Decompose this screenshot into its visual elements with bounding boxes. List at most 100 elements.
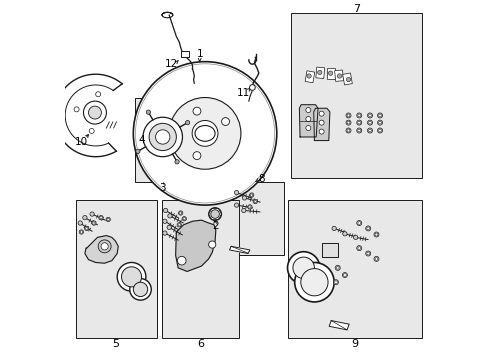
Circle shape (85, 227, 88, 230)
Bar (305, 71, 314, 83)
Circle shape (92, 221, 96, 225)
Circle shape (179, 212, 182, 214)
Circle shape (357, 114, 360, 117)
Circle shape (328, 71, 332, 75)
Polygon shape (229, 246, 249, 253)
Circle shape (242, 196, 246, 200)
Circle shape (221, 118, 229, 126)
Circle shape (378, 114, 381, 117)
Ellipse shape (195, 126, 215, 141)
Circle shape (319, 129, 324, 134)
Bar (181, 51, 188, 57)
Circle shape (356, 246, 361, 251)
Circle shape (357, 121, 360, 124)
Circle shape (177, 256, 185, 265)
Polygon shape (328, 320, 348, 330)
Polygon shape (175, 220, 215, 271)
Circle shape (254, 200, 256, 203)
Circle shape (334, 281, 337, 284)
Circle shape (84, 226, 89, 230)
Circle shape (305, 108, 310, 113)
Circle shape (342, 231, 346, 236)
Circle shape (93, 222, 95, 224)
Circle shape (249, 85, 255, 90)
Polygon shape (85, 235, 118, 263)
Circle shape (373, 256, 378, 261)
Circle shape (90, 212, 94, 216)
Bar (135, 98, 190, 182)
Bar (290, 13, 421, 178)
Circle shape (185, 121, 189, 125)
Circle shape (163, 219, 167, 224)
Circle shape (146, 110, 150, 114)
Bar (342, 73, 351, 85)
Circle shape (89, 129, 94, 134)
Circle shape (82, 216, 87, 220)
Polygon shape (321, 243, 337, 257)
Circle shape (342, 273, 346, 278)
Circle shape (106, 217, 110, 222)
Circle shape (368, 121, 370, 124)
Circle shape (169, 98, 241, 169)
Circle shape (346, 121, 349, 124)
Circle shape (101, 243, 108, 250)
Circle shape (208, 208, 221, 221)
Circle shape (133, 62, 276, 205)
Circle shape (208, 241, 215, 248)
Circle shape (346, 128, 350, 133)
Circle shape (74, 107, 79, 112)
Circle shape (83, 101, 106, 124)
Circle shape (357, 222, 360, 224)
Circle shape (193, 107, 201, 115)
Circle shape (163, 208, 167, 213)
Circle shape (377, 113, 382, 118)
Circle shape (155, 130, 169, 144)
Bar (287, 200, 421, 338)
Circle shape (182, 217, 186, 221)
Circle shape (317, 70, 321, 75)
Circle shape (336, 266, 338, 269)
Circle shape (117, 262, 145, 291)
Circle shape (366, 252, 369, 255)
Circle shape (247, 205, 251, 209)
Circle shape (99, 216, 103, 220)
Circle shape (343, 274, 346, 276)
Bar (326, 68, 334, 78)
Circle shape (306, 74, 310, 78)
Circle shape (177, 223, 181, 227)
Circle shape (365, 251, 370, 256)
Circle shape (357, 129, 360, 132)
Circle shape (248, 206, 250, 208)
Text: 9: 9 (350, 339, 357, 349)
Circle shape (142, 117, 182, 157)
Text: 10: 10 (74, 138, 87, 147)
Bar (334, 70, 343, 81)
Circle shape (250, 194, 252, 196)
Circle shape (305, 117, 310, 122)
Circle shape (378, 121, 381, 124)
Circle shape (356, 113, 361, 118)
Circle shape (175, 160, 179, 164)
Circle shape (178, 211, 183, 215)
Circle shape (129, 279, 151, 300)
Bar (228, 182, 284, 255)
Circle shape (373, 232, 378, 237)
Circle shape (167, 214, 172, 218)
Circle shape (377, 128, 382, 133)
Circle shape (98, 240, 111, 253)
Circle shape (78, 221, 82, 225)
Circle shape (366, 227, 369, 230)
Circle shape (287, 252, 319, 284)
Circle shape (234, 190, 238, 195)
Circle shape (374, 233, 377, 236)
Circle shape (149, 123, 176, 150)
Circle shape (163, 231, 167, 235)
Text: 1: 1 (196, 49, 203, 59)
Bar (315, 67, 324, 78)
Circle shape (368, 114, 370, 117)
Bar (76, 200, 156, 338)
Circle shape (331, 226, 336, 230)
Circle shape (335, 265, 340, 270)
Circle shape (346, 113, 350, 118)
Text: 11: 11 (236, 88, 249, 98)
